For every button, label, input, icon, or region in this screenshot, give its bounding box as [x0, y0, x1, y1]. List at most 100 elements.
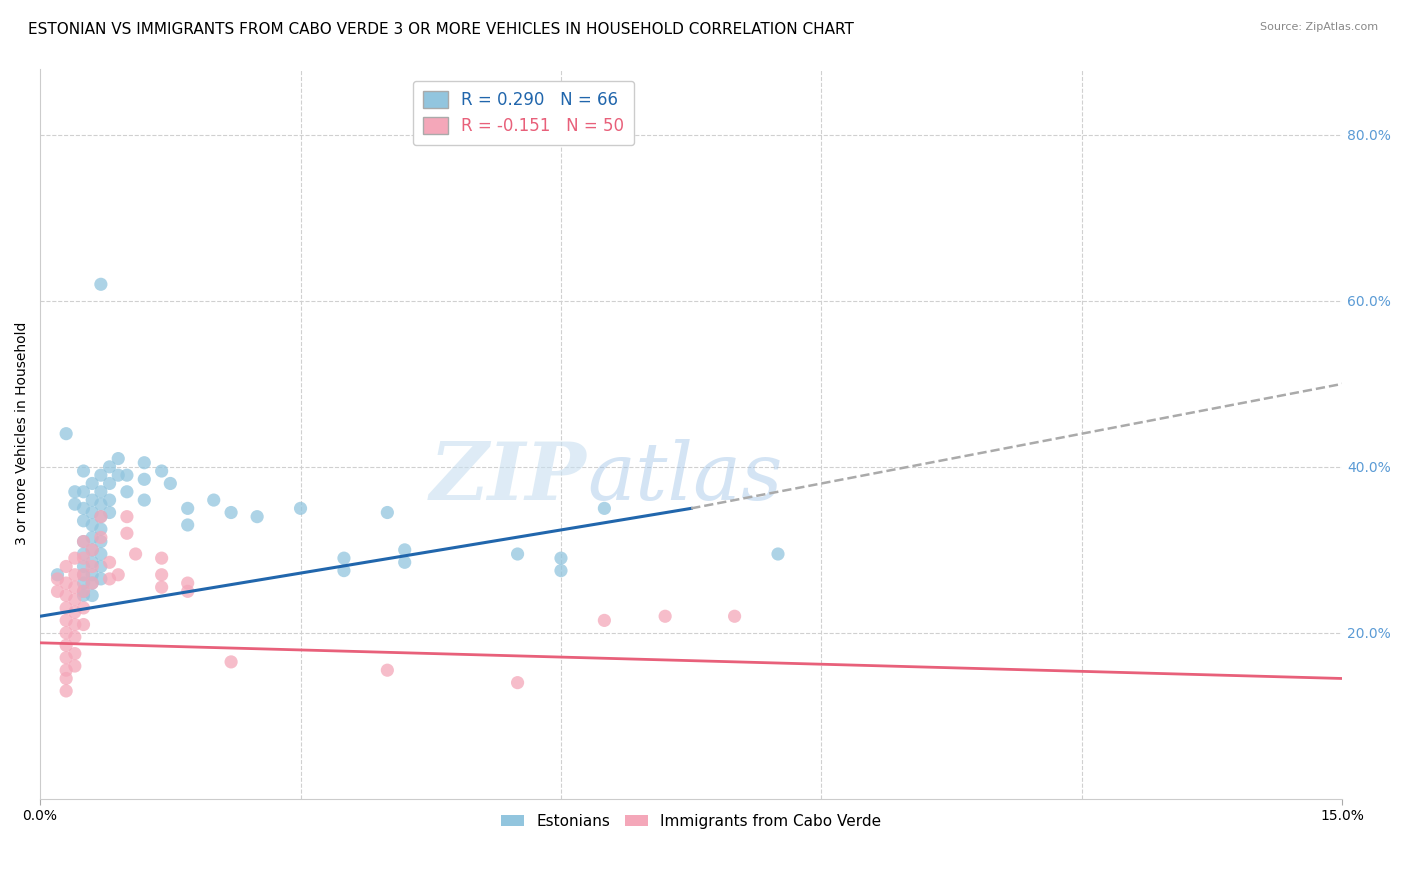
Point [90, 484, 112, 499]
Point [176, 518, 198, 533]
Point [63, 580, 86, 594]
Point [124, 547, 146, 561]
Point [202, 493, 225, 508]
Point [246, 509, 269, 524]
Point [134, 493, 156, 508]
Point [82, 476, 104, 491]
Point [550, 551, 572, 566]
Point [72, 484, 94, 499]
Point [90, 559, 112, 574]
Point [176, 584, 198, 599]
Point [506, 675, 529, 690]
Point [72, 567, 94, 582]
Point [506, 547, 529, 561]
Point [150, 551, 173, 566]
Point [723, 609, 745, 624]
Point [654, 609, 676, 624]
Point [82, 576, 104, 591]
Point [63, 659, 86, 673]
Point [72, 589, 94, 603]
Point [90, 522, 112, 536]
Point [63, 567, 86, 582]
Point [46, 572, 69, 586]
Point [98, 459, 121, 474]
Point [150, 464, 173, 478]
Point [115, 526, 138, 541]
Text: Source: ZipAtlas.com: Source: ZipAtlas.com [1260, 22, 1378, 32]
Point [55, 601, 77, 615]
Point [219, 506, 242, 520]
Point [593, 501, 616, 516]
Text: ESTONIAN VS IMMIGRANTS FROM CABO VERDE 3 OR MORE VEHICLES IN HOUSEHOLD CORRELATI: ESTONIAN VS IMMIGRANTS FROM CABO VERDE 3… [28, 22, 853, 37]
Point [550, 564, 572, 578]
Point [72, 584, 94, 599]
Point [63, 551, 86, 566]
Point [115, 468, 138, 483]
Point [72, 559, 94, 574]
Text: atlas: atlas [588, 439, 782, 516]
Point [55, 614, 77, 628]
Point [90, 509, 112, 524]
Point [98, 476, 121, 491]
Point [55, 684, 77, 698]
Point [159, 476, 181, 491]
Point [46, 567, 69, 582]
Point [219, 655, 242, 669]
Point [593, 614, 616, 628]
Point [72, 547, 94, 561]
Point [90, 468, 112, 483]
Point [72, 551, 94, 566]
Point [82, 493, 104, 508]
Point [394, 555, 416, 569]
Point [55, 426, 77, 441]
Y-axis label: 3 or more Vehicles in Household: 3 or more Vehicles in Household [15, 322, 30, 545]
Point [82, 542, 104, 557]
Point [46, 584, 69, 599]
Point [134, 456, 156, 470]
Point [90, 572, 112, 586]
Point [90, 497, 112, 511]
Point [107, 567, 129, 582]
Point [82, 542, 104, 557]
Point [82, 518, 104, 533]
Point [63, 617, 86, 632]
Point [82, 530, 104, 544]
Point [55, 589, 77, 603]
Point [72, 617, 94, 632]
Text: ZIP: ZIP [430, 439, 588, 516]
Point [98, 572, 121, 586]
Point [107, 468, 129, 483]
Point [150, 580, 173, 594]
Point [150, 567, 173, 582]
Point [55, 559, 77, 574]
Point [72, 514, 94, 528]
Point [82, 506, 104, 520]
Point [90, 534, 112, 549]
Point [63, 630, 86, 644]
Point [115, 484, 138, 499]
Point [90, 277, 112, 292]
Point [55, 650, 77, 665]
Point [90, 530, 112, 544]
Point [55, 672, 77, 686]
Point [98, 493, 121, 508]
Point [63, 484, 86, 499]
Point [107, 451, 129, 466]
Point [72, 501, 94, 516]
Point [115, 509, 138, 524]
Point [394, 542, 416, 557]
Point [72, 464, 94, 478]
Point [290, 501, 312, 516]
Point [55, 663, 77, 677]
Point [82, 567, 104, 582]
Point [766, 547, 789, 561]
Point [82, 589, 104, 603]
Point [176, 501, 198, 516]
Point [176, 576, 198, 591]
Point [98, 555, 121, 569]
Point [63, 592, 86, 607]
Point [72, 534, 94, 549]
Point [375, 663, 398, 677]
Point [90, 509, 112, 524]
Point [134, 472, 156, 486]
